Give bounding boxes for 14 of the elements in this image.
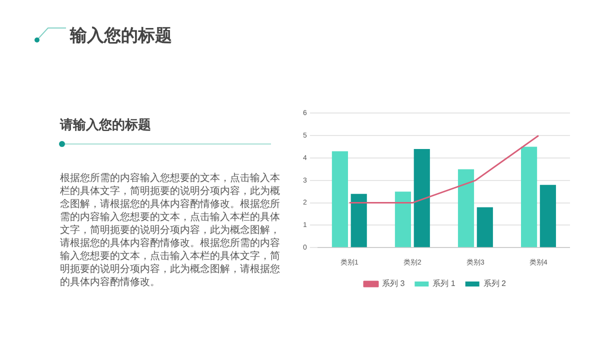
bar <box>540 184 556 248</box>
bar <box>414 149 430 248</box>
legend-label: 系列 3 <box>382 279 406 288</box>
bar <box>458 169 474 248</box>
text: 根据您所需的内容输入您想要的文本，点击输入本栏的具体文字，简明扼要的说明分项内容，此为概念图解，请根据您的具体内容酌情修改。根据您所需的内容输入您想要的文本，点击输入本栏的具体文字，简明扼要的说明分项内容，此为概念图解，请根据您的具体内容酌情修改。根据您所需的内容输入您想要的文本，点击输入本栏的具体文字，简明扼要的说明分项内容，此为概念图解，请根据您的具体内容酌情修改。 <box>60 173 280 288</box>
bar <box>350 194 367 248</box>
bar <box>332 151 348 248</box>
text: 请输入您的标题 <box>60 116 151 134</box>
text: 输入您的标题 <box>70 25 172 47</box>
legend-label: 系列 1 <box>432 279 456 288</box>
legend-label: 系列 2 <box>483 279 507 288</box>
bar <box>520 146 538 248</box>
bar <box>476 207 493 248</box>
bar <box>394 192 412 248</box>
